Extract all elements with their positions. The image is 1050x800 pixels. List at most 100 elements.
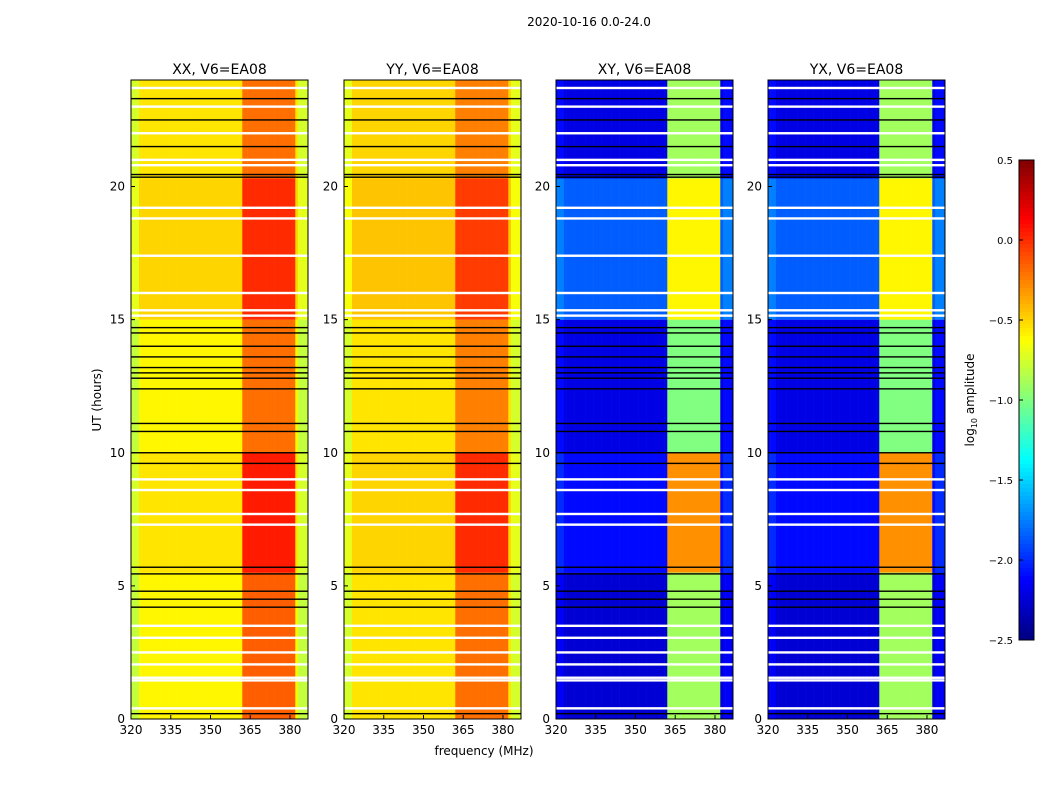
flagged-row-black bbox=[131, 422, 308, 425]
flagged-row-white bbox=[556, 254, 733, 257]
heatmap-cell bbox=[725, 319, 729, 453]
heatmap-cell bbox=[815, 572, 819, 719]
colorbar-segment bbox=[1019, 264, 1034, 269]
heatmap-cell bbox=[823, 80, 827, 179]
panel-title: XX, V6=EA08 bbox=[172, 62, 267, 78]
heatmap-cell bbox=[632, 452, 636, 573]
heatmap-cell bbox=[359, 452, 363, 573]
heatmap-cell bbox=[942, 452, 946, 573]
heatmap-cell bbox=[402, 572, 406, 719]
flagged-row-black bbox=[768, 452, 945, 454]
heatmap-cell bbox=[720, 178, 724, 320]
heatmap-cell bbox=[284, 178, 288, 320]
heatmap-cell bbox=[276, 80, 280, 179]
heatmap-cell bbox=[818, 452, 822, 573]
heatmap-cell bbox=[627, 178, 631, 320]
heatmap-cell bbox=[508, 452, 512, 573]
heatmap-cell bbox=[295, 178, 299, 320]
flagged-row-black bbox=[344, 712, 521, 715]
heatmap-cell bbox=[141, 452, 145, 573]
x-tick-label: 380 bbox=[916, 723, 939, 737]
flagged-row-white bbox=[131, 624, 308, 628]
heatmap-cell bbox=[383, 319, 387, 453]
heatmap-cell bbox=[712, 572, 716, 719]
heatmap-cell bbox=[569, 319, 573, 453]
colorbar-segment bbox=[1019, 484, 1034, 489]
heatmap-cell bbox=[627, 319, 631, 453]
heatmap-cell bbox=[492, 80, 496, 179]
heatmap-cell bbox=[691, 452, 695, 573]
heatmap-cell bbox=[675, 452, 679, 573]
heatmap-cell bbox=[434, 80, 438, 179]
heatmap-cell bbox=[905, 319, 909, 453]
heatmap-cell bbox=[452, 452, 456, 573]
flagged-row-black bbox=[344, 145, 521, 148]
heatmap-cell bbox=[934, 178, 938, 320]
heatmap-cell bbox=[722, 80, 726, 179]
heatmap-cell bbox=[884, 319, 888, 453]
heatmap-cell bbox=[404, 80, 408, 179]
heatmap-cell bbox=[349, 452, 353, 573]
heatmap-cell bbox=[940, 178, 944, 320]
heatmap-cell bbox=[274, 452, 278, 573]
heatmap-cell bbox=[357, 452, 361, 573]
heatmap-cell bbox=[858, 80, 862, 179]
heatmap-cell bbox=[455, 80, 459, 179]
heatmap-cell bbox=[295, 452, 299, 573]
heatmap-cell bbox=[669, 572, 673, 719]
heatmap-cell bbox=[834, 319, 838, 453]
colorbar-segment bbox=[1019, 584, 1034, 589]
heatmap-cell bbox=[903, 572, 907, 719]
heatmap-cell bbox=[502, 178, 506, 320]
heatmap-cell bbox=[661, 80, 665, 179]
heatmap-cell bbox=[585, 178, 589, 320]
colorbar-segment bbox=[1019, 420, 1034, 425]
heatmap-cell bbox=[895, 178, 899, 320]
heatmap-cell bbox=[871, 572, 875, 719]
flagged-row-black bbox=[344, 173, 521, 176]
heatmap-cell bbox=[823, 572, 827, 719]
heatmap-cell bbox=[937, 452, 941, 573]
heatmap-cell bbox=[839, 572, 843, 719]
heatmap-cell bbox=[908, 452, 912, 573]
flagged-row-white bbox=[131, 523, 308, 526]
flagged-row-black bbox=[768, 712, 945, 715]
heatmap-cell bbox=[921, 319, 925, 453]
heatmap-cell bbox=[622, 452, 626, 573]
flagged-row-white bbox=[768, 676, 945, 679]
heatmap-cell bbox=[810, 452, 814, 573]
y-tick-label: 10 bbox=[110, 446, 125, 460]
flagged-row-white bbox=[344, 512, 521, 516]
heatmap-cell bbox=[929, 319, 933, 453]
heatmap-cell bbox=[868, 319, 872, 453]
colorbar-segment bbox=[1019, 260, 1034, 265]
heatmap-cell bbox=[860, 452, 864, 573]
heatmap-cell bbox=[367, 452, 371, 573]
x-tick-label: 335 bbox=[584, 723, 607, 737]
heatmap-cell bbox=[566, 178, 570, 320]
colorbar-segment bbox=[1019, 596, 1034, 601]
heatmap-cell bbox=[810, 319, 814, 453]
heatmap-cell bbox=[378, 319, 382, 453]
heatmap-cell bbox=[415, 80, 419, 179]
flagged-row-black bbox=[131, 173, 308, 176]
heatmap-cell bbox=[258, 572, 262, 719]
heatmap-cell bbox=[252, 178, 256, 320]
heatmap-cell bbox=[354, 80, 358, 179]
heatmap-cell bbox=[876, 452, 880, 573]
heatmap-cell bbox=[183, 80, 187, 179]
heatmap-cell bbox=[386, 572, 390, 719]
heatmap-cell bbox=[457, 80, 461, 179]
flagged-row-black bbox=[556, 452, 733, 454]
heatmap-cell bbox=[820, 80, 824, 179]
heatmap-cell bbox=[410, 178, 414, 320]
colorbar-segment bbox=[1019, 220, 1034, 225]
heatmap-cell bbox=[412, 572, 416, 719]
x-tick-label: 335 bbox=[159, 723, 182, 737]
heatmap-cell bbox=[146, 80, 150, 179]
heatmap-cell bbox=[508, 319, 512, 453]
flagged-row-white bbox=[131, 679, 308, 682]
heatmap-cell bbox=[855, 452, 859, 573]
heatmap-cell bbox=[593, 178, 597, 320]
heatmap-cell bbox=[895, 80, 899, 179]
